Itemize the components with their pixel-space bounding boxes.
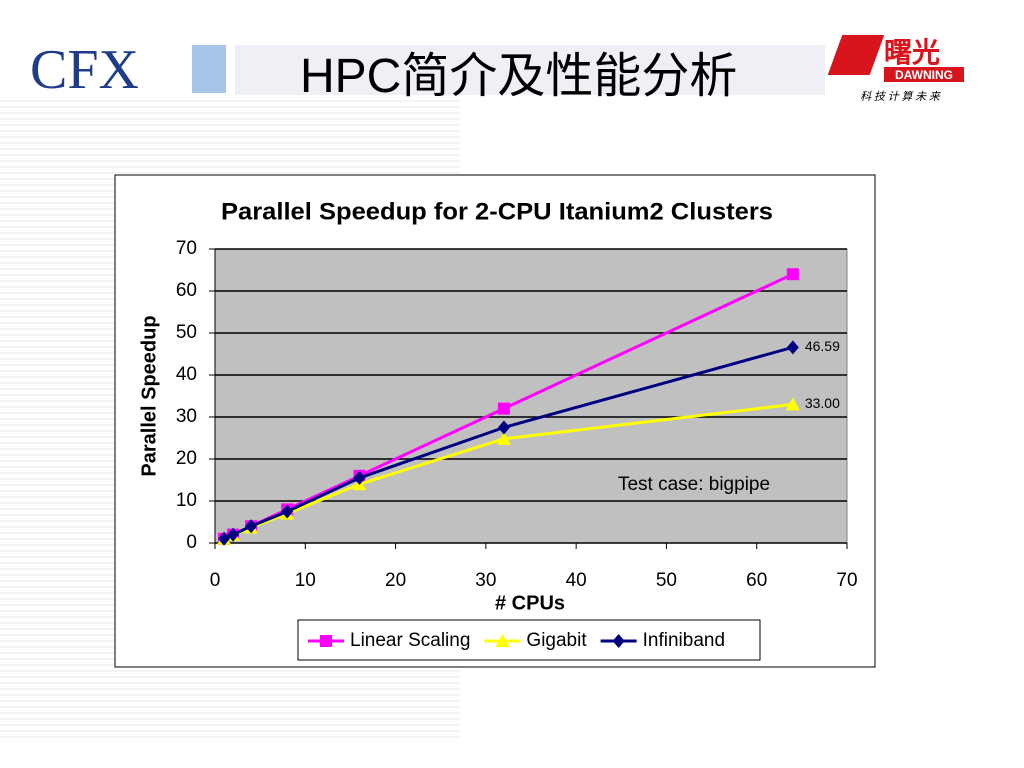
- x-tick-label: 0: [210, 570, 221, 591]
- marker: [497, 402, 510, 415]
- right-logo: 曙光: [884, 37, 940, 68]
- x-tick-label: 20: [385, 570, 406, 591]
- y-tick-label: 70: [176, 238, 197, 259]
- y-tick-label: 40: [176, 364, 197, 385]
- marker: [786, 340, 799, 355]
- x-tick-label: 70: [836, 570, 857, 591]
- legend-box: [297, 619, 761, 661]
- y-tick-label: 60: [176, 280, 197, 301]
- logo-icon: [192, 45, 226, 93]
- annotation: Test case: bigpipe: [618, 474, 770, 495]
- x-tick-label: 30: [475, 570, 496, 591]
- y-tick-label: 10: [176, 490, 197, 511]
- marker: [497, 420, 510, 435]
- legend-marker: [495, 634, 510, 647]
- right-logo-band: [884, 67, 964, 82]
- slide-title: HPC简介及性能分析: [300, 50, 737, 103]
- legend-label: Gigabit: [526, 630, 587, 651]
- marker: [496, 431, 511, 445]
- right-logo-sub: DAWNING: [895, 68, 953, 82]
- chart-title: Parallel Speedup for 2-CPU Itanium2 Clus…: [221, 198, 773, 225]
- right-logo-motto: 科 技 计 算 未 来: [860, 90, 941, 103]
- legend-marker: [320, 635, 332, 647]
- y-tick-label: 50: [176, 322, 197, 343]
- y-axis-label: Parallel Speedup: [138, 315, 160, 476]
- y-tick-label: 0: [186, 532, 197, 553]
- y-tick-label: 20: [176, 448, 197, 469]
- header-band: [235, 45, 825, 95]
- marker: [227, 527, 240, 542]
- marker: [786, 268, 799, 281]
- x-tick-label: 50: [656, 570, 677, 591]
- x-tick-label: 10: [295, 570, 316, 591]
- legend-label: Linear Scaling: [350, 630, 470, 651]
- legend-marker: [612, 634, 625, 648]
- marker: [245, 519, 258, 534]
- marker: [353, 470, 366, 485]
- marker: [218, 531, 231, 546]
- right-logo-mark: [827, 35, 885, 75]
- marker: [281, 504, 294, 519]
- x-tick-label: 40: [566, 570, 587, 591]
- left-logo: CFX: [30, 39, 139, 101]
- x-tick-label: 60: [746, 570, 767, 591]
- y-tick-label: 30: [176, 406, 197, 427]
- marker: [785, 397, 800, 411]
- data-label: 46.59: [805, 338, 840, 354]
- legend-label: Infiniband: [643, 630, 725, 651]
- data-label: 33.00: [805, 395, 840, 411]
- x-axis-label: # CPUs: [495, 592, 565, 614]
